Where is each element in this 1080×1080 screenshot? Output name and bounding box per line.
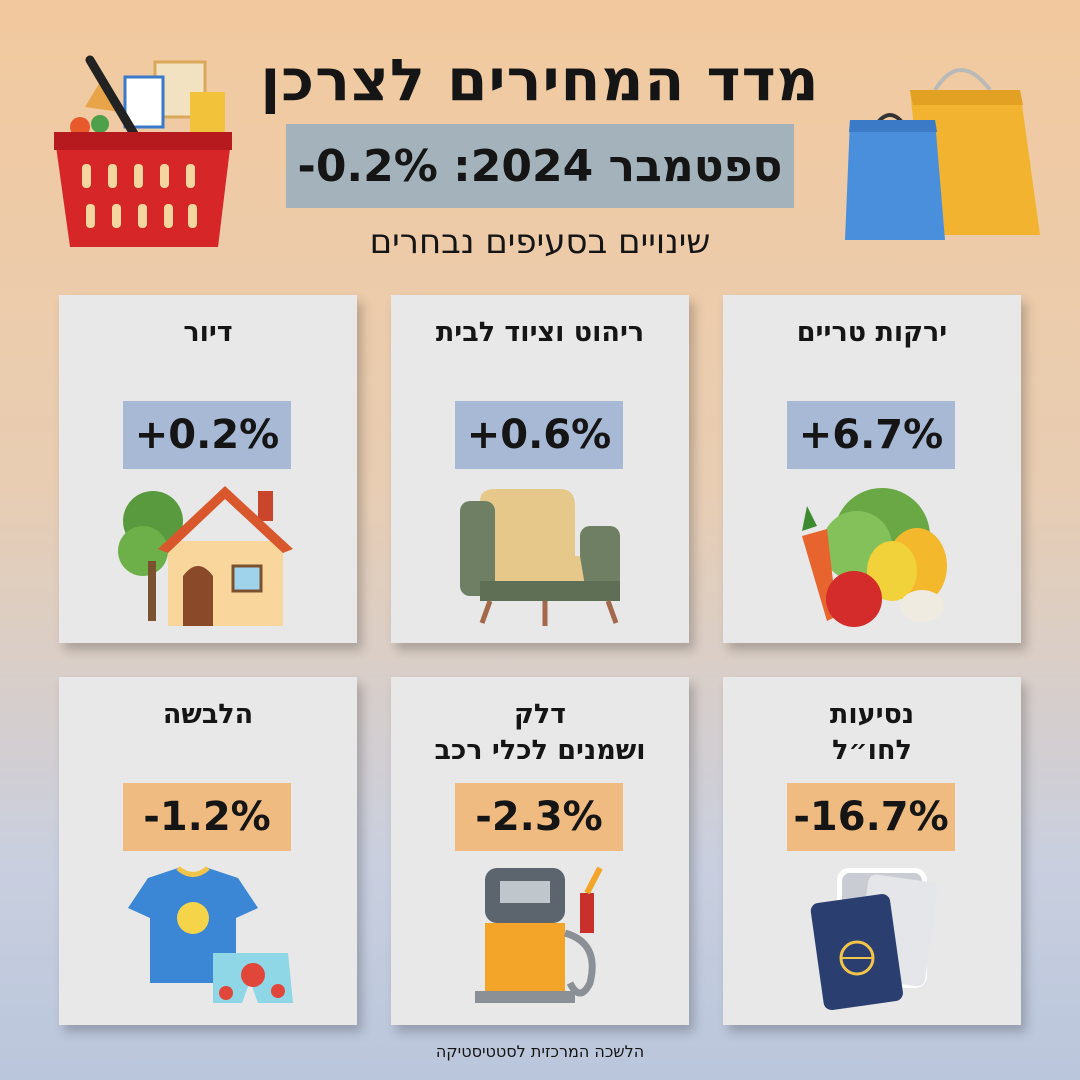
clothing-icon [128, 866, 293, 1003]
vegetables-icon [802, 488, 947, 627]
page-title: מדד המחירים לצרכן [260, 46, 820, 114]
card-value: -1.2% [123, 783, 291, 851]
card-value: -2.3% [455, 783, 623, 851]
card-label: דלק ושמנים לכלי רכב [434, 699, 646, 766]
card-label: נסיעות לחו״ל [829, 699, 915, 766]
section-caption: שינויים בסעיפים נבחרים [369, 222, 711, 262]
card-fresh-vegetables: ירקות טריים +6.7% [723, 295, 1021, 643]
armchair-icon [460, 489, 620, 626]
card-label: הלבשה [162, 699, 254, 730]
passport-tickets-icon [810, 868, 938, 1011]
card-furniture: ריהוט וציוד לבית +0.6% [391, 295, 689, 643]
card-label: דיור [183, 317, 233, 348]
shopping-bags-icon [845, 68, 1040, 240]
headline-change-box: ספטמבר 2024: 0.2%- [286, 124, 794, 208]
card-value: +6.7% [787, 401, 955, 469]
house-icon [118, 486, 293, 626]
grocery-basket-icon [54, 55, 232, 247]
card-value: +0.2% [123, 401, 291, 469]
card-clothing: הלבשה -1.2% [59, 677, 357, 1025]
card-label: ירקות טריים [796, 317, 948, 348]
card-travel-abroad: נסיעות לחו״ל -16.7% [723, 677, 1021, 1025]
card-label: ריהוט וציוד לבית [435, 317, 645, 348]
headline-change: ספטמבר 2024: 0.2%- [297, 140, 783, 192]
card-housing: דיור +0.2% [59, 295, 357, 643]
source-credit: הלשכה המרכזית לסטטיסטיקה [435, 1042, 645, 1061]
card-fuel: דלק ושמנים לכלי רכב -2.3% [391, 677, 689, 1025]
card-value: +0.6% [455, 401, 623, 469]
card-value: -16.7% [787, 783, 955, 851]
fuel-pump-icon [475, 866, 603, 1003]
